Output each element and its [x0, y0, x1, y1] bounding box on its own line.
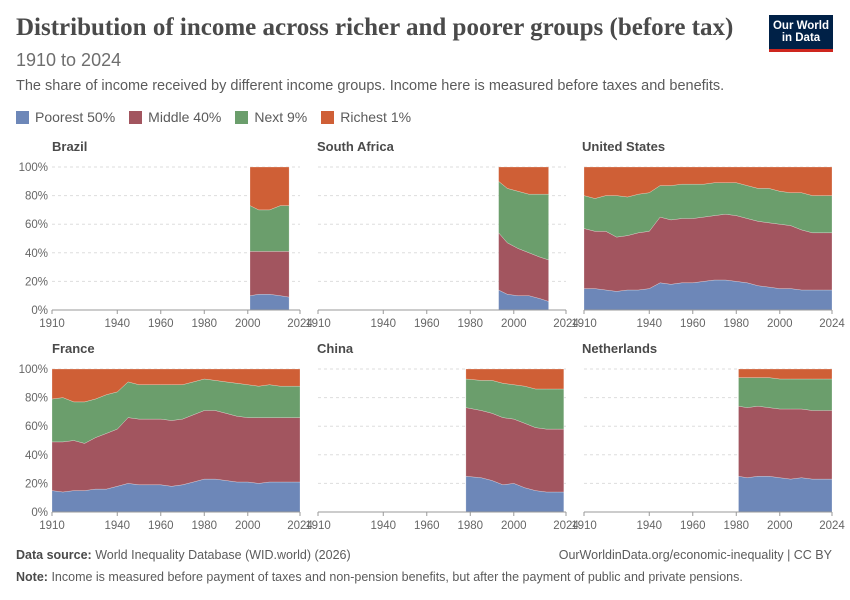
y-tick-brazil-4: 80%: [25, 191, 48, 203]
x-tick-china-1910: 1910: [305, 520, 331, 532]
x-tick-brazil-1960: 1960: [148, 318, 174, 330]
y-tick-france-1: 20%: [25, 478, 48, 490]
x-tick-united-states-2024: 2024: [819, 318, 845, 330]
x-tick-france-1960: 1960: [148, 520, 174, 532]
x-tick-brazil-1940: 1940: [104, 318, 130, 330]
y-tick-france-0: 0%: [31, 507, 48, 519]
x-tick-brazil-1980: 1980: [191, 318, 217, 330]
logo-line-2: in Data: [781, 32, 821, 44]
x-tick-south-africa-1980: 1980: [457, 318, 483, 330]
y-tick-brazil-2: 40%: [25, 248, 48, 260]
panel-title-france: France: [52, 341, 95, 356]
x-tick-netherlands-1980: 1980: [723, 520, 749, 532]
panel-title-south-africa: South Africa: [317, 139, 395, 154]
legend-swatch-middle: [129, 110, 143, 124]
legend-swatch-next: [235, 110, 249, 124]
y-tick-france-5: 100%: [19, 364, 48, 376]
legend-item-next[interactable]: Next 9%: [235, 109, 307, 125]
x-tick-france-1980: 1980: [191, 520, 217, 532]
y-tick-brazil-0: 0%: [31, 305, 48, 317]
x-tick-united-states-1960: 1960: [680, 318, 706, 330]
area-netherlands-s0: [738, 476, 833, 513]
source-link[interactable]: World Inequality Database (WID.world) (2…: [95, 548, 351, 562]
area-brazil-s1: [249, 251, 290, 298]
x-tick-netherlands-2024: 2024: [819, 520, 845, 532]
legend-label-poorest: Poorest 50%: [35, 109, 116, 125]
legend-swatch-poorest: [16, 110, 29, 124]
logo-line-1: Our World: [772, 20, 829, 32]
y-tick-france-3: 60%: [25, 421, 48, 433]
note-label: Note:: [16, 570, 48, 584]
area-brazil-s0: [249, 294, 290, 311]
legend-item-poorest[interactable]: Poorest 50%: [16, 109, 115, 125]
x-tick-south-africa-1960: 1960: [414, 318, 440, 330]
x-tick-united-states-2000: 2000: [767, 318, 793, 330]
panel-title-united-states: United States: [582, 139, 665, 154]
x-tick-france-1910: 1910: [39, 520, 65, 532]
area-netherlands-s2: [738, 377, 833, 411]
x-tick-china-1940: 1940: [370, 520, 396, 532]
x-tick-brazil-2000: 2000: [235, 318, 261, 330]
area-south-africa-s3: [498, 166, 549, 195]
owid-logo[interactable]: Our World in Data: [769, 15, 833, 52]
area-united-states-s3: [583, 166, 833, 199]
x-tick-netherlands-2000: 2000: [767, 520, 793, 532]
legend-label-next: Next 9%: [254, 109, 308, 125]
x-tick-netherlands-1960: 1960: [680, 520, 706, 532]
y-tick-brazil-1: 20%: [25, 276, 48, 288]
footer-note: Note: Income is measured before payment …: [16, 570, 743, 584]
legend-swatch-richest: [321, 110, 335, 124]
y-tick-france-2: 40%: [25, 450, 48, 462]
x-tick-united-states-1940: 1940: [636, 318, 662, 330]
y-tick-brazil-5: 100%: [19, 162, 48, 174]
footer-license[interactable]: OurWorldinData.org/economic-inequality |…: [558, 548, 832, 562]
x-tick-brazil-1910: 1910: [39, 318, 65, 330]
area-brazil-s2: [249, 205, 290, 252]
x-tick-south-africa-2000: 2000: [501, 318, 527, 330]
panel-title-brazil: Brazil: [52, 139, 87, 154]
x-tick-brazil-2024: 2024: [287, 318, 313, 330]
chart-subtitle: 1910 to 2024: [16, 50, 122, 70]
panel-title-china: China: [317, 341, 354, 356]
x-tick-south-africa-2024: 2024: [553, 318, 579, 330]
y-tick-france-4: 80%: [25, 393, 48, 405]
legend-item-middle[interactable]: Middle 40%: [129, 109, 221, 125]
panel-title-netherlands: Netherlands: [582, 341, 657, 356]
x-tick-france-2000: 2000: [235, 520, 261, 532]
source-label: Data source:: [16, 548, 92, 562]
legend: Poorest 50% Middle 40% Next 9% Richest 1…: [16, 109, 411, 125]
x-tick-china-1960: 1960: [414, 520, 440, 532]
footer-source: Data source: World Inequality Database (…: [16, 548, 351, 562]
x-tick-united-states-1910: 1910: [571, 318, 597, 330]
chart-title: Distribution of income across richer and…: [16, 14, 734, 41]
area-netherlands-s1: [738, 405, 833, 480]
legend-label-richest: Richest 1%: [340, 109, 412, 125]
area-netherlands-s3: [738, 368, 833, 380]
x-tick-france-1940: 1940: [104, 520, 130, 532]
legend-label-middle: Middle 40%: [148, 109, 222, 125]
x-tick-south-africa-1940: 1940: [370, 318, 396, 330]
x-tick-china-2000: 2000: [501, 520, 527, 532]
legend-item-richest[interactable]: Richest 1%: [321, 109, 411, 125]
x-tick-netherlands-1910: 1910: [571, 520, 597, 532]
x-tick-france-2024: 2024: [287, 520, 313, 532]
area-brazil-s3: [249, 166, 290, 211]
area-france-s3: [51, 368, 301, 403]
x-tick-china-2024: 2024: [553, 520, 579, 532]
y-tick-brazil-3: 60%: [25, 219, 48, 231]
x-tick-south-africa-1910: 1910: [305, 318, 331, 330]
area-china-s3: [465, 368, 564, 390]
note-text: Income is measured before payment of tax…: [51, 570, 743, 584]
x-tick-netherlands-1940: 1940: [636, 520, 662, 532]
x-tick-china-1980: 1980: [457, 520, 483, 532]
x-tick-united-states-1980: 1980: [723, 318, 749, 330]
chart-description: The share of income received by differen…: [16, 78, 725, 94]
